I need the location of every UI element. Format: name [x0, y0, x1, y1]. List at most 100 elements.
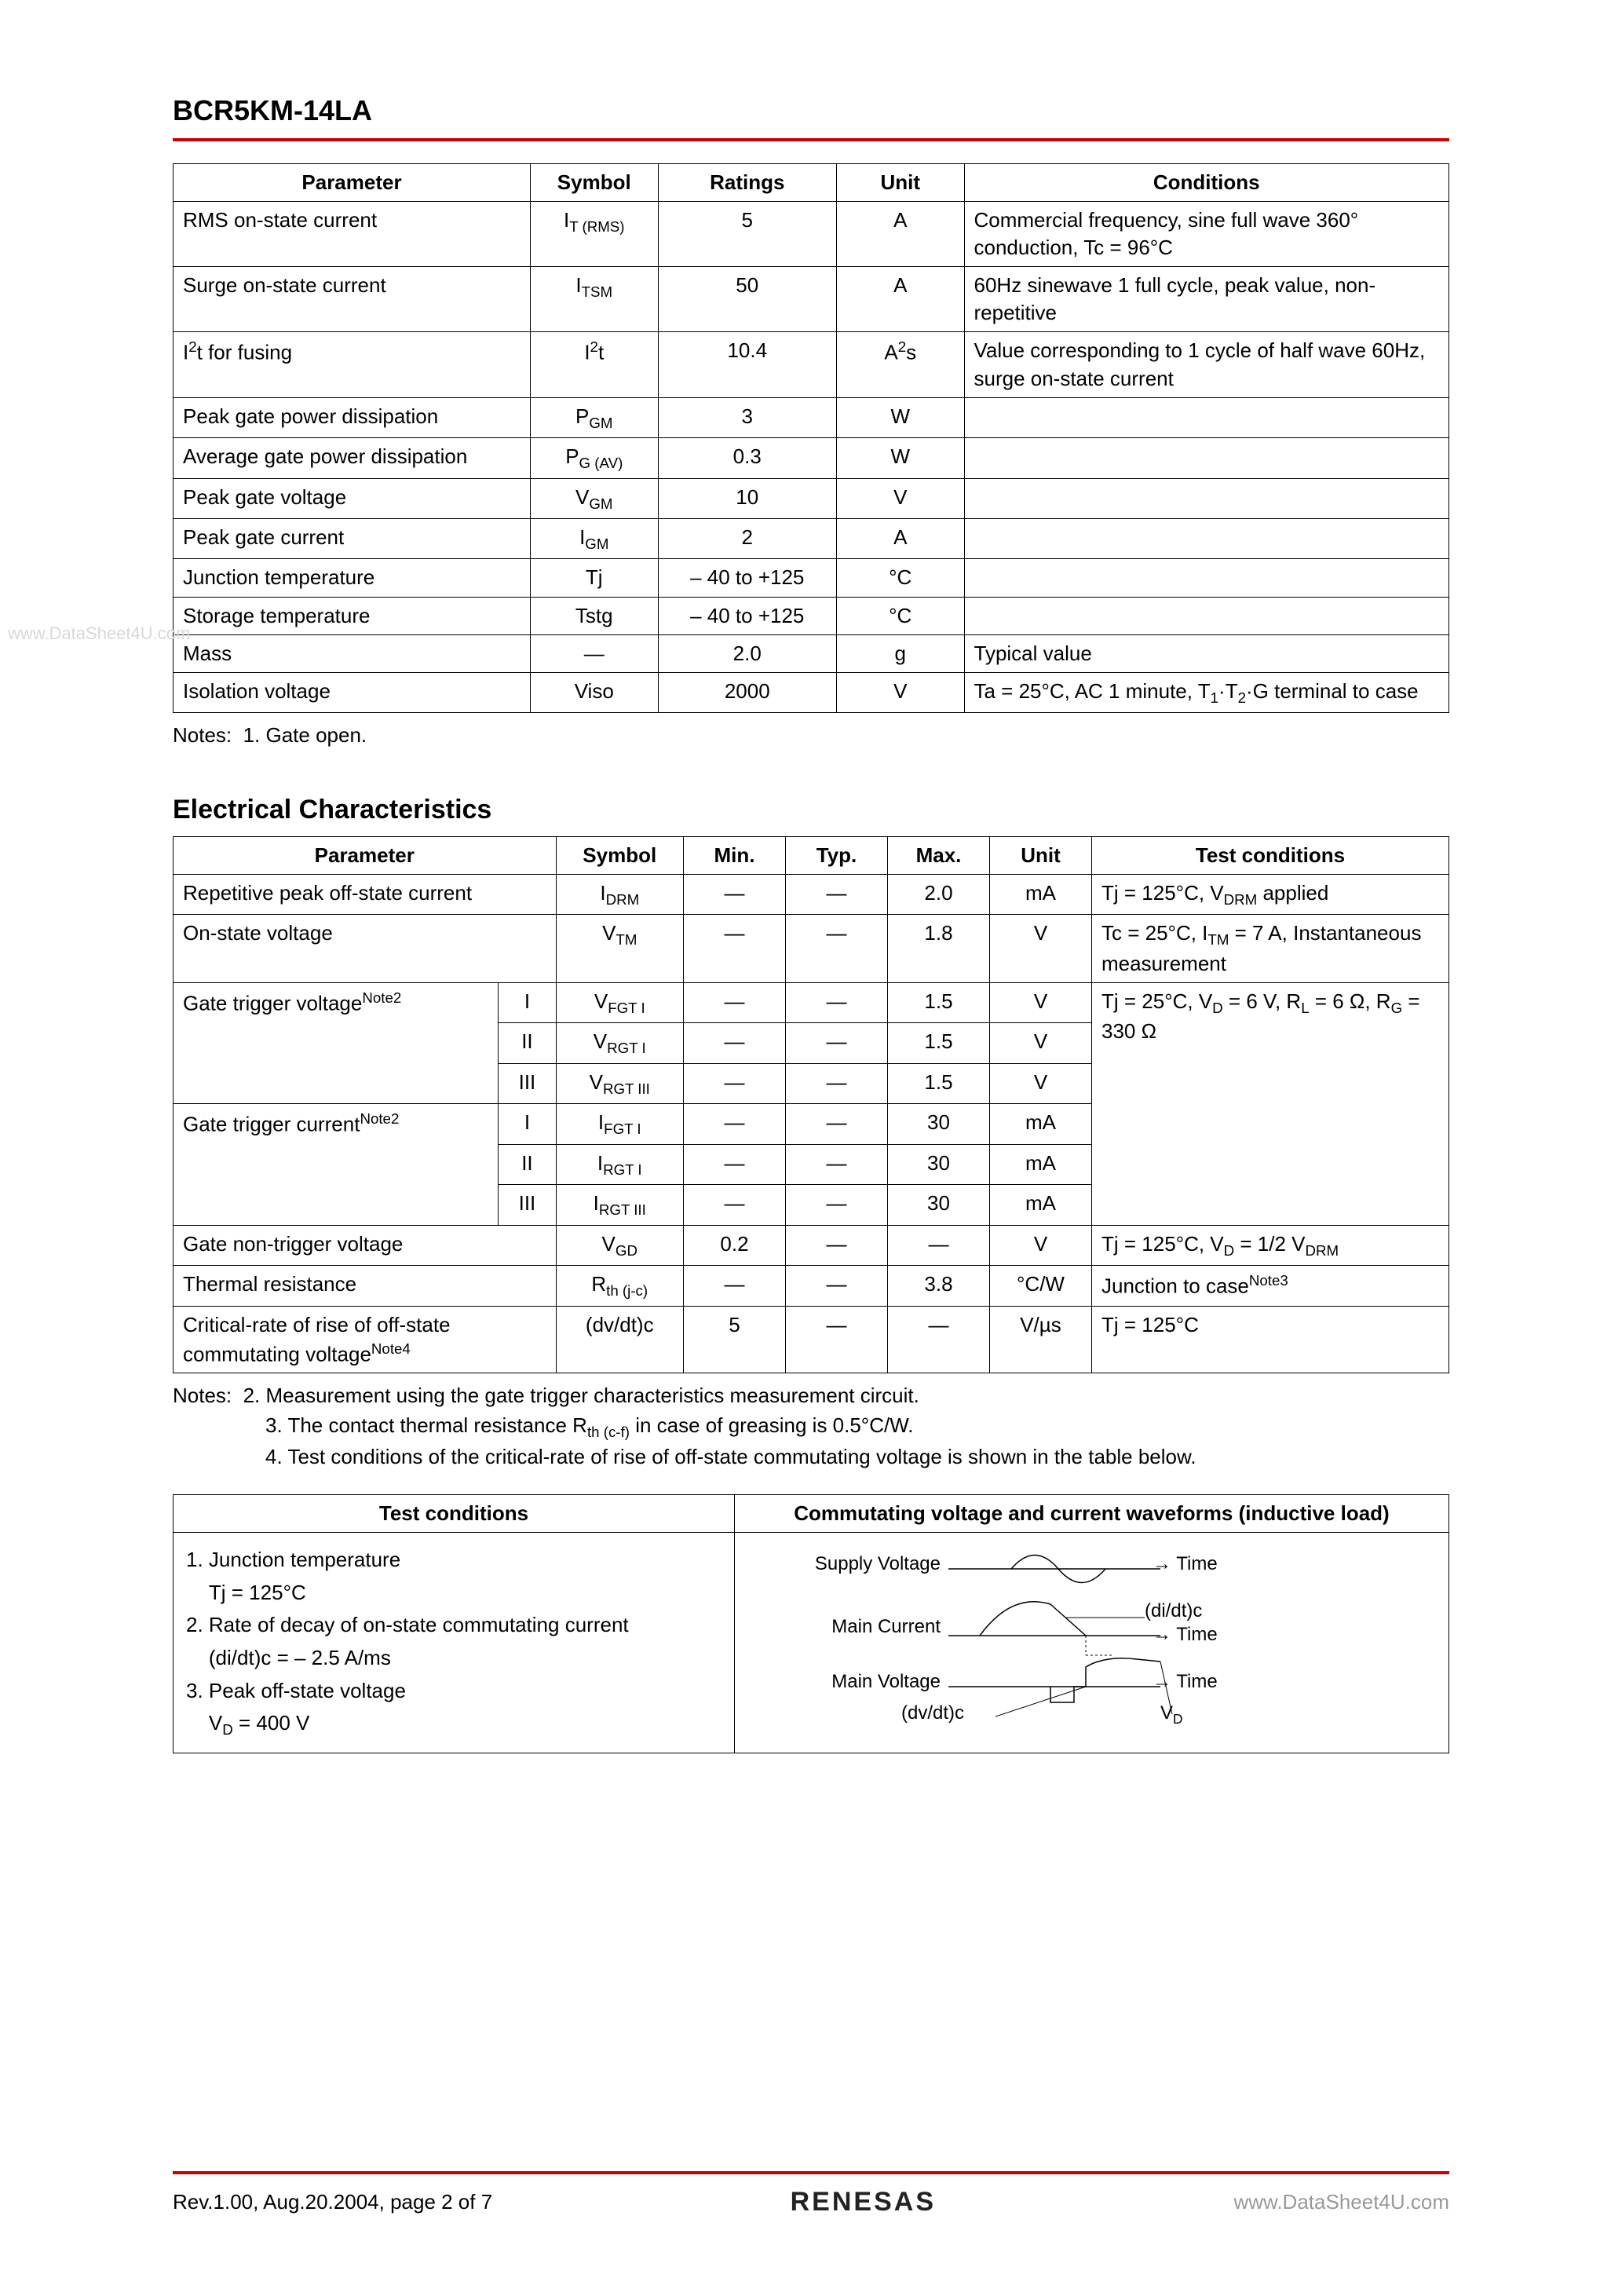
typ-cell: — [786, 874, 888, 914]
rating-cell: 2 [658, 519, 837, 559]
table-row: RMS on-state currentIT (RMS)5ACommercial… [174, 202, 1449, 267]
max-cell: 30 [888, 1104, 990, 1144]
col-header: Unit [990, 836, 1092, 874]
unit-cell: V [837, 672, 965, 712]
param-cell: I2t for fusing [174, 332, 531, 397]
sub-cell: I [499, 982, 556, 1022]
typ-cell: — [786, 915, 888, 983]
rating-cell: – 40 to +125 [658, 597, 837, 634]
symbol-cell: — [531, 634, 659, 672]
table-row: Peak gate power dissipationPGM3W [174, 397, 1449, 437]
col-header: Test conditions [174, 1495, 735, 1533]
sub-cell: III [499, 1063, 556, 1103]
cond-cell: Junction to caseNote3 [1092, 1266, 1449, 1306]
symbol-cell: VFGT I [556, 982, 684, 1022]
table-row: Mass—2.0gTypical value [174, 634, 1449, 672]
datasheet-page: www.DataSheet4U.com BCR5KM-14LA Paramete… [0, 0, 1622, 2296]
max-cell: — [888, 1225, 990, 1265]
col-header: Ratings [658, 164, 837, 202]
table-row: Peak gate voltageVGM10V [174, 478, 1449, 518]
cond-cell: Value corresponding to 1 cycle of half w… [964, 332, 1449, 397]
table-row: Surge on-state currentITSM50A60Hz sinewa… [174, 267, 1449, 332]
min-cell: 0.2 [684, 1225, 786, 1265]
cond-cell [964, 438, 1449, 478]
cond-cell: Tj = 125°C, VD = 1/2 VDRM [1092, 1225, 1449, 1265]
rating-cell: 2.0 [658, 634, 837, 672]
rating-cell: – 40 to +125 [658, 559, 837, 597]
footer-rev: Rev.1.00, Aug.20.2004, page 2 of 7 [173, 2190, 492, 2214]
symbol-cell: Tj [531, 559, 659, 597]
param-cell: Repetitive peak off-state current [174, 874, 557, 914]
param-cell: On-state voltage [174, 915, 557, 983]
symbol-cell: I2t [531, 332, 659, 397]
symbol-cell: VTM [556, 915, 684, 983]
table-row: Gate non-trigger voltageVGD0.2——VTj = 12… [174, 1225, 1449, 1265]
param-cell: Gate trigger voltageNote2 [174, 982, 499, 1103]
waveform-cell: Supply Voltage→ TimeMain Current(di/dt)c… [735, 1533, 1449, 1753]
cond-cell: 60Hz sinewave 1 full cycle, peak value, … [964, 267, 1449, 332]
col-header: Commutating voltage and current waveform… [735, 1495, 1449, 1533]
min-cell: — [684, 982, 786, 1022]
param-cell: Storage temperature [174, 597, 531, 634]
typ-cell: — [786, 1144, 888, 1184]
table-row: Storage temperatureTstg– 40 to +125°C [174, 597, 1449, 634]
notes-1: Notes: 1. Gate open. [173, 721, 1449, 751]
param-cell: Average gate power dissipation [174, 438, 531, 478]
table-row: I2t for fusingI2t10.4A2sValue correspond… [174, 332, 1449, 397]
min-cell: — [684, 874, 786, 914]
unit-cell: A [837, 267, 965, 332]
notes-2: Notes: 2. Measurement using the gate tri… [173, 1381, 1449, 1472]
rating-cell: 2000 [658, 672, 837, 712]
typ-cell: — [786, 982, 888, 1022]
max-cell: 1.5 [888, 982, 990, 1022]
col-header: Symbol [531, 164, 659, 202]
param-cell: Gate trigger currentNote2 [174, 1104, 499, 1225]
unit-cell: V [990, 982, 1092, 1022]
col-header: Unit [837, 164, 965, 202]
symbol-cell: ITSM [531, 267, 659, 332]
typ-cell: — [786, 1063, 888, 1103]
table-row: Thermal resistanceRth (j-c)——3.8°C/WJunc… [174, 1266, 1449, 1306]
electrical-table: ParameterSymbolMin.Typ.Max.UnitTest cond… [173, 836, 1449, 1374]
col-header: Parameter [174, 164, 531, 202]
param-cell: Peak gate power dissipation [174, 397, 531, 437]
max-cell: 2.0 [888, 874, 990, 914]
param-cell: Junction temperature [174, 559, 531, 597]
unit-cell: W [837, 438, 965, 478]
min-cell: 5 [684, 1306, 786, 1373]
min-cell: — [684, 1104, 786, 1144]
symbol-cell: VGM [531, 478, 659, 518]
cond-cell: Typical value [964, 634, 1449, 672]
min-cell: — [684, 1144, 786, 1184]
typ-cell: — [786, 1185, 888, 1225]
table-row: Critical-rate of rise of off-state commu… [174, 1306, 1449, 1373]
page-footer: Rev.1.00, Aug.20.2004, page 2 of 7 RENES… [173, 2171, 1449, 2217]
table-row: Repetitive peak off-state currentIDRM——2… [174, 874, 1449, 914]
unit-cell: V [990, 1225, 1092, 1265]
param-cell: Mass [174, 634, 531, 672]
cond-cell: Tj = 25°C, VD = 6 V, RL = 6 Ω, RG = 330 … [1092, 982, 1449, 1225]
cond-cell: Tc = 25°C, ITM = 7 A, Instantaneous meas… [1092, 915, 1449, 983]
max-cell: 30 [888, 1185, 990, 1225]
unit-cell: mA [990, 1144, 1092, 1184]
unit-cell: A2s [837, 332, 965, 397]
unit-cell: A [837, 202, 965, 267]
param-cell: Peak gate current [174, 519, 531, 559]
rating-cell: 3 [658, 397, 837, 437]
symbol-cell: IGM [531, 519, 659, 559]
typ-cell: — [786, 1104, 888, 1144]
cond-cell: Tj = 125°C [1092, 1306, 1449, 1373]
typ-cell: — [786, 1225, 888, 1265]
waveform-svg [776, 1545, 1215, 1742]
unit-cell: mA [990, 1185, 1092, 1225]
table-row: Peak gate currentIGM2A [174, 519, 1449, 559]
max-cell: 30 [888, 1144, 990, 1184]
symbol-cell: VGD [556, 1225, 684, 1265]
param-cell: Thermal resistance [174, 1266, 557, 1306]
unit-cell: °C [837, 559, 965, 597]
sub-cell: III [499, 1185, 556, 1225]
header-rule [173, 138, 1449, 141]
symbol-cell: VRGT III [556, 1063, 684, 1103]
symbol-cell: Viso [531, 672, 659, 712]
footer-rule [173, 2171, 1449, 2174]
